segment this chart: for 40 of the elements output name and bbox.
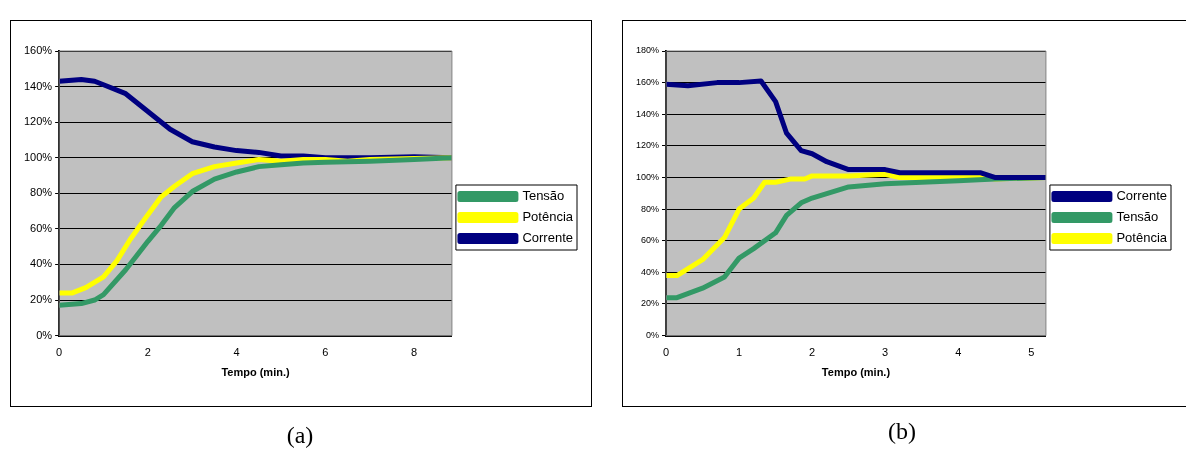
y-tick-label: 20%	[641, 298, 660, 309]
y-tick-label: 100%	[635, 171, 660, 182]
legend-label: Corrente	[522, 230, 573, 246]
x-axis-title: Tempo (min.)	[221, 366, 290, 379]
legend-label: Potência	[522, 209, 574, 225]
x-tick-label: 2	[809, 346, 816, 359]
x-tick-label: 0	[56, 346, 63, 359]
y-tick-label: 160%	[23, 44, 53, 57]
y-tick-label: 80%	[641, 203, 660, 214]
y-tick-label: 160%	[635, 77, 660, 88]
y-tick-label: 20%	[30, 293, 53, 306]
y-tick-label: 40%	[641, 266, 660, 277]
y-tick-label: 180%	[635, 45, 660, 56]
y-tick-label: 140%	[635, 108, 660, 119]
y-tick-label: 100%	[23, 150, 53, 163]
legend-label: Corrente	[1116, 188, 1167, 204]
y-tick-label: 80%	[30, 186, 53, 199]
x-tick-label: 3	[882, 346, 889, 359]
y-tick-label: 60%	[641, 235, 660, 246]
y-tick-label: 120%	[23, 115, 53, 128]
x-tick-label: 5	[1028, 346, 1035, 359]
y-tick-label: 0%	[646, 330, 660, 341]
text: (b)	[887, 418, 917, 445]
legend-label: Potência	[1116, 230, 1168, 246]
text: (a)	[285, 422, 315, 449]
legend-label: Tensão	[522, 188, 565, 204]
y-tick-label: 120%	[635, 140, 660, 151]
x-axis-title: Tempo (min.)	[821, 366, 891, 379]
y-tick-label: 60%	[30, 221, 53, 234]
x-tick-label: 8	[411, 346, 418, 359]
x-tick-label: 6	[322, 346, 329, 359]
x-tick-label: 0	[662, 346, 670, 359]
y-tick-label: 0%	[36, 328, 53, 341]
y-tick-label: 140%	[23, 79, 53, 92]
legend-label: Tensão	[1116, 209, 1159, 225]
y-tick-label: 40%	[30, 257, 53, 270]
x-tick-label: 4	[233, 346, 240, 359]
x-tick-label: 1	[736, 346, 743, 359]
x-tick-label: 4	[955, 346, 962, 359]
x-tick-label: 2	[144, 346, 151, 359]
